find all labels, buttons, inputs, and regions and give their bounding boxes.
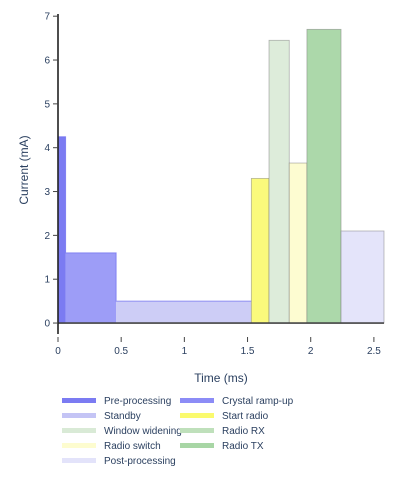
y-tick-label: 2 — [44, 231, 50, 242]
x-tick-label: 2.5 — [367, 346, 381, 357]
legend-item-window-widening[interactable]: Window widening — [62, 426, 182, 437]
x-tick-label: 0 — [55, 346, 61, 357]
legend-label: Start radio — [222, 411, 269, 422]
y-axis-title: Current (mA) — [17, 135, 31, 204]
legend-swatch — [62, 443, 96, 448]
legend-label: Post-processing — [104, 456, 176, 467]
legend-swatch — [180, 443, 214, 448]
y-tick-label: 4 — [44, 143, 50, 154]
x-tick-label: 1.5 — [241, 346, 255, 357]
legend-swatch — [180, 398, 214, 403]
x-axis: 0 0.5 1 1.5 2 2.5 — [55, 337, 381, 357]
y-tick-label: 3 — [44, 187, 50, 198]
y-tick-label: 1 — [44, 275, 50, 286]
segment-radio-tx[interactable] — [306, 28, 342, 324]
legend-swatch — [62, 413, 96, 418]
x-axis-title: Time (ms) — [194, 371, 248, 385]
legend-label: Standby — [104, 411, 141, 422]
segment-crystal-ramp-up[interactable] — [65, 252, 117, 324]
legend-item-crystal-ramp-up[interactable]: Crystal ramp-up — [180, 396, 294, 407]
legend-label: Radio TX — [222, 441, 264, 452]
legend-item-pre-processing[interactable]: Pre-processing — [62, 396, 171, 407]
legend-item-radio-switch[interactable]: Radio switch — [62, 441, 161, 452]
legend-label: Radio RX — [222, 426, 265, 437]
legend-item-standby[interactable]: Standby — [62, 411, 141, 422]
legend-item-radio-tx[interactable]: Radio TX — [180, 441, 264, 452]
y-tick-label: 5 — [44, 99, 50, 110]
legend-item-post-processing[interactable]: Post-processing — [62, 456, 176, 467]
legend-label: Crystal ramp-up — [222, 396, 294, 407]
legend-label: Window widening — [104, 426, 182, 437]
plot-area — [58, 28, 385, 324]
legend-swatch — [180, 428, 214, 433]
legend-label: Pre-processing — [104, 396, 171, 407]
segment-post-processing[interactable] — [340, 230, 385, 324]
segment-start-radio[interactable] — [250, 177, 270, 324]
y-tick-label: 6 — [44, 56, 50, 67]
legend-swatch — [180, 413, 214, 418]
y-axis: 0 1 2 3 4 5 6 7 — [44, 12, 59, 334]
legend-item-start-radio[interactable]: Start radio — [180, 411, 269, 422]
y-tick-label: 7 — [44, 12, 50, 23]
standby-outline — [58, 136, 252, 302]
y-tick-label: 0 — [44, 319, 50, 330]
legend-item-radio-rx[interactable]: Radio RX — [180, 426, 265, 437]
x-tick-label: 2 — [308, 346, 314, 357]
legend-swatch — [62, 458, 96, 463]
x-tick-label: 0.5 — [114, 346, 128, 357]
legend-label: Radio switch — [104, 441, 161, 452]
segment-pre-processing[interactable] — [58, 136, 66, 324]
x-tick-label: 1 — [182, 346, 188, 357]
legend-swatch — [62, 398, 96, 403]
segment-standby[interactable] — [116, 301, 252, 324]
segment-radio-switch[interactable] — [288, 162, 308, 324]
legend-swatch — [62, 428, 96, 433]
segment-window-widening[interactable] — [268, 39, 290, 324]
legend[interactable]: Pre-processing Crystal ramp-up Standby Star… — [62, 396, 294, 467]
